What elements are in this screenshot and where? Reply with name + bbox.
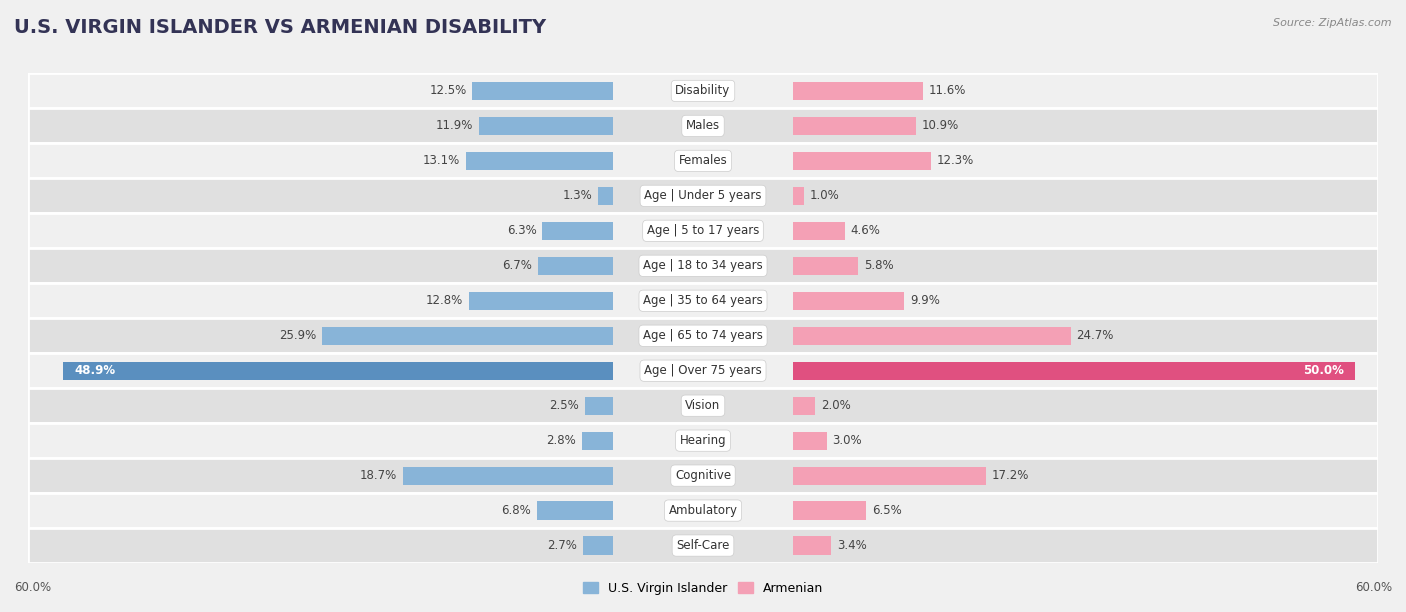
Text: Hearing: Hearing [679, 434, 727, 447]
Text: 1.3%: 1.3% [562, 189, 593, 203]
Bar [582, 537, 613, 554]
Text: 17.2%: 17.2% [993, 469, 1029, 482]
Bar [793, 82, 924, 100]
Bar [793, 431, 827, 450]
Text: 50.0%: 50.0% [1303, 364, 1344, 377]
Text: 2.5%: 2.5% [550, 399, 579, 412]
Bar [322, 327, 613, 345]
Text: 25.9%: 25.9% [278, 329, 316, 342]
Text: 6.8%: 6.8% [501, 504, 531, 517]
Text: 11.6%: 11.6% [929, 84, 966, 97]
Text: Source: ZipAtlas.com: Source: ZipAtlas.com [1274, 18, 1392, 28]
Bar [28, 493, 1378, 528]
Bar [472, 82, 613, 100]
Bar [793, 362, 1355, 380]
Text: Vision: Vision [685, 399, 721, 412]
Bar [28, 143, 1378, 178]
Bar [793, 466, 987, 485]
Text: 1.0%: 1.0% [810, 189, 839, 203]
Text: 13.1%: 13.1% [423, 154, 460, 167]
Text: 10.9%: 10.9% [921, 119, 959, 132]
Bar [28, 458, 1378, 493]
Text: 4.6%: 4.6% [851, 225, 880, 237]
Text: 3.4%: 3.4% [837, 539, 866, 552]
Legend: U.S. Virgin Islander, Armenian: U.S. Virgin Islander, Armenian [578, 577, 828, 600]
Text: Age | Under 5 years: Age | Under 5 years [644, 189, 762, 203]
Bar [28, 283, 1378, 318]
Text: 5.8%: 5.8% [863, 259, 893, 272]
Text: Age | Over 75 years: Age | Over 75 years [644, 364, 762, 377]
Bar [793, 152, 931, 170]
Text: U.S. VIRGIN ISLANDER VS ARMENIAN DISABILITY: U.S. VIRGIN ISLANDER VS ARMENIAN DISABIL… [14, 18, 546, 37]
Text: 48.9%: 48.9% [75, 364, 115, 377]
Text: Ambulatory: Ambulatory [668, 504, 738, 517]
Text: Age | 65 to 74 years: Age | 65 to 74 years [643, 329, 763, 342]
Text: 6.7%: 6.7% [502, 259, 531, 272]
Bar [28, 214, 1378, 248]
Bar [585, 397, 613, 415]
Text: Age | 5 to 17 years: Age | 5 to 17 years [647, 225, 759, 237]
Bar [28, 318, 1378, 353]
Text: 12.5%: 12.5% [430, 84, 467, 97]
Bar [793, 117, 915, 135]
Text: 2.7%: 2.7% [547, 539, 576, 552]
Text: 60.0%: 60.0% [1355, 581, 1392, 594]
Bar [582, 431, 613, 450]
Bar [402, 466, 613, 485]
Bar [793, 397, 815, 415]
Text: Females: Females [679, 154, 727, 167]
Text: Self-Care: Self-Care [676, 539, 730, 552]
Bar [793, 222, 845, 240]
Bar [793, 292, 904, 310]
Bar [28, 73, 1378, 108]
Bar [793, 327, 1071, 345]
Text: 6.5%: 6.5% [872, 504, 901, 517]
Text: Disability: Disability [675, 84, 731, 97]
Bar [28, 388, 1378, 423]
Bar [28, 353, 1378, 388]
Bar [28, 248, 1378, 283]
Bar [793, 537, 831, 554]
Bar [28, 178, 1378, 214]
Text: 12.3%: 12.3% [936, 154, 974, 167]
Bar [28, 423, 1378, 458]
Bar [537, 501, 613, 520]
Bar [537, 256, 613, 275]
Bar [28, 108, 1378, 143]
Text: 9.9%: 9.9% [910, 294, 939, 307]
Text: 12.8%: 12.8% [426, 294, 464, 307]
Text: 6.3%: 6.3% [506, 225, 537, 237]
Text: 18.7%: 18.7% [360, 469, 396, 482]
Bar [793, 187, 804, 205]
Text: 11.9%: 11.9% [436, 119, 474, 132]
Text: 60.0%: 60.0% [14, 581, 51, 594]
Bar [465, 152, 613, 170]
Text: Males: Males [686, 119, 720, 132]
Text: 2.0%: 2.0% [821, 399, 851, 412]
Bar [479, 117, 613, 135]
Text: 2.8%: 2.8% [546, 434, 576, 447]
Text: Age | 35 to 64 years: Age | 35 to 64 years [643, 294, 763, 307]
Text: Cognitive: Cognitive [675, 469, 731, 482]
Text: Age | 18 to 34 years: Age | 18 to 34 years [643, 259, 763, 272]
Bar [599, 187, 613, 205]
Bar [793, 256, 858, 275]
Bar [543, 222, 613, 240]
Text: 3.0%: 3.0% [832, 434, 862, 447]
Bar [793, 501, 866, 520]
Bar [28, 528, 1378, 563]
Bar [470, 292, 613, 310]
Text: 24.7%: 24.7% [1077, 329, 1114, 342]
Bar [63, 362, 613, 380]
